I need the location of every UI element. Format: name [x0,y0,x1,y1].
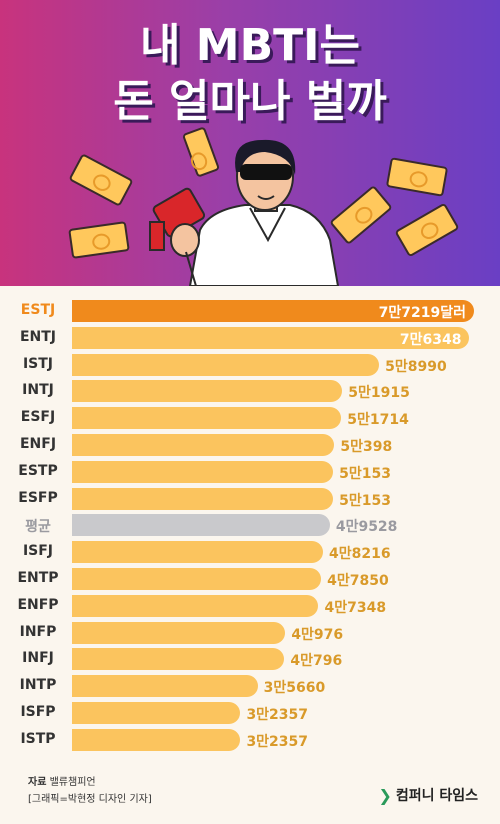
bar [72,326,470,349]
category-label: INTP [19,677,57,694]
bar [72,541,323,564]
man-with-money-gun-illustration [149,139,340,286]
value-label: 5만153 [339,465,391,482]
source-value: 밸류챔피언 [49,777,96,788]
value-label: 5만1714 [347,412,409,429]
value-label: 4만8216 [329,546,391,563]
value-label: 7만7219달러 [378,305,466,321]
value-label: 5만398 [340,439,393,455]
category-label: INFP [19,623,57,640]
bar [72,568,322,590]
bar [72,487,334,510]
bar [72,675,258,698]
source-line: 자료 밸류챔피언 [28,773,96,788]
value-label: 7만6348 [399,331,462,348]
value-label: 5만1915 [348,385,410,402]
brand-logo: ❯ 컴퍼니 타임스 [378,785,478,805]
value-label: 3만5660 [263,680,326,697]
brand-name: 컴퍼니 타임스 [395,788,478,804]
category-label: 평균 [25,519,51,536]
category-label: ESFP [18,489,58,506]
bar [72,648,285,671]
value-label: 5만8990 [385,358,447,375]
value-label: 4만796 [290,653,343,670]
value-label: 5만153 [339,492,391,509]
brand-mark-icon: ❯ [378,785,392,805]
title-line-1: 내 MBTI는 [140,20,360,71]
title-line-2: 돈 얼마나 벌까 [113,76,387,127]
category-label: ISTJ [22,355,54,372]
value-label: 4만7348 [324,599,387,616]
category-label: ENFJ [19,436,57,452]
hero-banner: 내 MBTI는 돈 얼마나 벌까 [0,0,500,286]
category-label: ISFJ [22,543,54,560]
bar [72,434,335,456]
category-label: ENTJ [19,328,57,345]
value-label: 3만2357 [246,707,309,723]
bar [72,728,241,751]
bar [72,594,319,617]
bar [72,460,334,483]
category-label: ENTP [17,570,59,586]
bar [72,514,330,537]
bar [72,621,286,644]
bar [72,407,342,430]
bar [72,380,343,403]
category-label: ESTJ [20,302,56,318]
category-label: INTJ [22,382,54,399]
value-label: 4만9528 [335,519,398,536]
value-label: 4만7850 [327,573,389,589]
value-label: 4만976 [291,626,344,643]
category-label: ESFJ [20,409,56,426]
bar [72,353,380,376]
bar [72,702,241,724]
category-label: ISFP [20,704,56,720]
value-label: 3만2357 [246,733,309,750]
category-label: ENFP [17,596,59,613]
category-label: ESTP [18,462,58,479]
category-label: INFJ [22,650,54,667]
bar [72,300,474,322]
category-label: ISTP [20,730,56,747]
bar-chart: ESTJ 7만7219달러 ENTJ 7만6348 ISTJ 5만8990 INTJ 5만19… [0,286,500,756]
source-label: 자료 [28,777,47,788]
graphic-credit: [그래픽=박현정 디자인 기자] [28,794,152,805]
